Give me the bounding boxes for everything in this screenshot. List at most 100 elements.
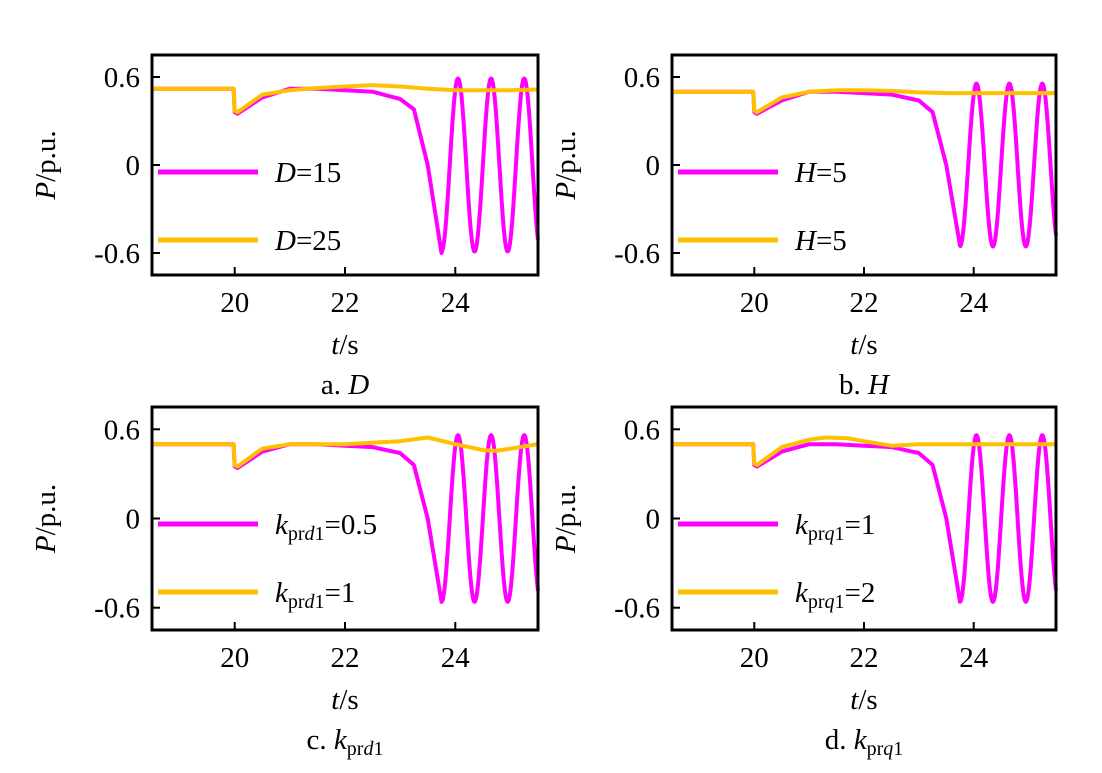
panel-3-x-tick-label-24: 24 (441, 642, 471, 674)
panel-2-series-2-line (672, 88, 1056, 115)
panel-3-caption-symbol: k (334, 724, 348, 756)
panel-4-legend-label-2: kprq1=2 (795, 577, 875, 613)
panel-4-legend-label-2-sub-italic: q (825, 591, 835, 613)
panel-4-series-1-line (672, 433, 1058, 604)
panel-2-x-axis-label-var: t (850, 329, 859, 361)
panel-3-x-axis-label-var: t (331, 684, 340, 716)
panel-2-y-tick-label-2: -0.6 (614, 238, 660, 270)
panel-2-legend-label-1-var: H (794, 157, 818, 189)
panel-4-x-tick-label-24: 24 (959, 642, 989, 674)
panel-4: 20 22 240.60-0.6P/p.u.t/sd. kprq1kprq1=1kp… (550, 405, 1058, 760)
panel-3-legend-label-1-sub-end: 1 (315, 523, 325, 545)
panel-2-y-axis-label-var: P (550, 182, 582, 201)
panel-2-series-1-line (672, 81, 1058, 249)
panel-1-y-axis-label-var: P (30, 182, 62, 201)
panel-3: 20 22 240.60-0.6P/p.u.t/sc. kprd1kprd1=0.5… (30, 405, 540, 760)
panel-4-legend-label-1: kprq1=1 (795, 509, 875, 545)
panel-2-legend-label-2-rest: =5 (816, 225, 847, 257)
panel-1-x-axis-label-unit: /s (339, 329, 358, 361)
panel-1-series-1-line (152, 76, 540, 255)
panel-1-y-tick-label-0: 0.6 (104, 62, 140, 94)
panel-4-y-tick-label-1: 0 (646, 504, 661, 536)
panel-2: 20 22 240.60-0.6P/p.u.t/sb. HH=5H=5 (550, 53, 1058, 401)
panel-2-legend-label-1: H=5 (794, 157, 847, 189)
panel-2-legend-label-2: H=5 (794, 225, 847, 257)
panel-4-y-axis-label: P/p.u. (550, 484, 582, 554)
panel-4-y-tick-label-0: 0.6 (624, 414, 660, 446)
panel-3-caption-prefix: c. (307, 724, 334, 756)
panel-4-legend-label-2-rest: =2 (845, 577, 876, 609)
panel-4-caption-symbol: k (854, 724, 868, 756)
panel-4-x-axis-label: t/s (850, 684, 877, 716)
panel-4-y-axis-label-unit: /p.u. (550, 484, 582, 536)
panel-3-caption: c. kprd1 (307, 724, 384, 760)
panel-2-caption: b. H (839, 369, 891, 401)
panel-1-legend-label-1-var: D (274, 157, 296, 189)
panel-4-legend-label-2-sub-end: 1 (835, 591, 845, 613)
panel-2-x-tick-label-24: 24 (959, 287, 989, 319)
panel-4-legend-label-1-sub-italic: q (825, 523, 835, 545)
panel-4-legend-label-1-var: k (795, 509, 809, 541)
panel-4-y-axis-label-var: P (550, 535, 582, 554)
panel-2-legend-label-1-rest: =5 (816, 157, 847, 189)
panel-1-x-tick-label-22: 22 (331, 287, 360, 319)
panel-4-legend-label-1-rest: =1 (845, 509, 876, 541)
panel-4-legend-label-2-sub: pr (808, 591, 825, 613)
panel-4-series-2-line (672, 435, 1056, 467)
panel-3-series-2-line (152, 435, 539, 469)
panel-1-caption-prefix: a. (321, 369, 348, 401)
panel-4-caption: d. kprq1 (825, 724, 904, 760)
panel-2-x-axis-label: t/s (850, 329, 877, 361)
panel-4-x-tick-label-20: 20 (740, 642, 769, 674)
panel-3-legend-label-1-rest: =0.5 (325, 509, 378, 541)
panel-2-legend-label-2-var: H (794, 225, 818, 257)
panel-4-y-tick-label-2: -0.6 (614, 593, 660, 625)
panel-3-y-tick-label-1: 0 (126, 504, 141, 536)
panel-3-legend-label-1-var: k (275, 509, 289, 541)
panel-4-caption-sub-italic: q (883, 738, 893, 760)
panel-3-legend-label-2-rest: =1 (325, 577, 356, 609)
panel-3-caption-sub-italic: d (363, 738, 374, 760)
panel-4-legend-label-2-var: k (795, 577, 809, 609)
panel-3-legend-label-2-var: k (275, 577, 289, 609)
panel-4-caption-sub-end: 1 (893, 738, 903, 760)
panel-1-legend-label-2-rest: =25 (296, 225, 341, 257)
panel-3-y-axis-label-unit: /p.u. (30, 484, 62, 536)
panel-2-y-axis-label-unit: /p.u. (550, 130, 582, 182)
panel-1-y-axis-label: P/p.u. (30, 130, 62, 200)
panel-1-y-axis-label-unit: /p.u. (30, 130, 62, 182)
panel-3-legend-label-2-sub-italic: d (305, 591, 316, 613)
panel-3-y-tick-label-2: -0.6 (94, 593, 140, 625)
panel-1-legend-label-2: D=25 (274, 225, 341, 257)
panel-3-x-axis-label-unit: /s (339, 684, 358, 716)
panel-3-caption-sub-end: 1 (373, 738, 383, 760)
panel-2-y-tick-label-0: 0.6 (624, 62, 660, 94)
panel-3-y-tick-label-0: 0.6 (104, 414, 140, 446)
panel-1-y-tick-label-2: -0.6 (94, 238, 140, 270)
panel-2-caption-prefix: b. (839, 369, 868, 401)
panel-3-legend-label-1-sub: pr (288, 523, 305, 545)
panel-3-legend-label-1: kprd1=0.5 (275, 509, 377, 545)
panel-1-caption-symbol: D (347, 369, 369, 401)
panel-2-x-tick-label-22: 22 (850, 287, 879, 319)
panel-4-caption-prefix: d. (825, 724, 854, 756)
panel-1-caption: a. D (321, 369, 369, 401)
panel-1: 20 22 240.60-0.6P/p.u.t/sa. DD=15D=25 (30, 53, 540, 401)
panel-1-y-tick-label-1: 0 (126, 150, 141, 182)
panel-1-legend-label-1: D=15 (274, 157, 341, 189)
panel-3-series-1-line (152, 433, 540, 604)
panel-4-x-tick-label-22: 22 (850, 642, 879, 674)
panel-1-legend-label-1-rest: =15 (296, 157, 341, 189)
panel-4-caption-sub: pr (867, 738, 884, 760)
panel-2-x-tick-label-20: 20 (740, 287, 769, 319)
panel-1-x-tick-label-20: 20 (220, 287, 249, 319)
panel-1-x-axis-label-var: t (331, 329, 340, 361)
panel-2-y-axis-label: P/p.u. (550, 130, 582, 200)
panel-3-legend-label-1-sub-italic: d (305, 523, 316, 545)
panel-3-y-axis-label: P/p.u. (30, 484, 62, 554)
panel-3-y-axis-label-var: P (30, 535, 62, 554)
panel-3-x-tick-label-22: 22 (331, 642, 360, 674)
panel-1-legend-label-2-var: D (274, 225, 296, 257)
panel-2-caption-symbol: H (867, 369, 891, 401)
